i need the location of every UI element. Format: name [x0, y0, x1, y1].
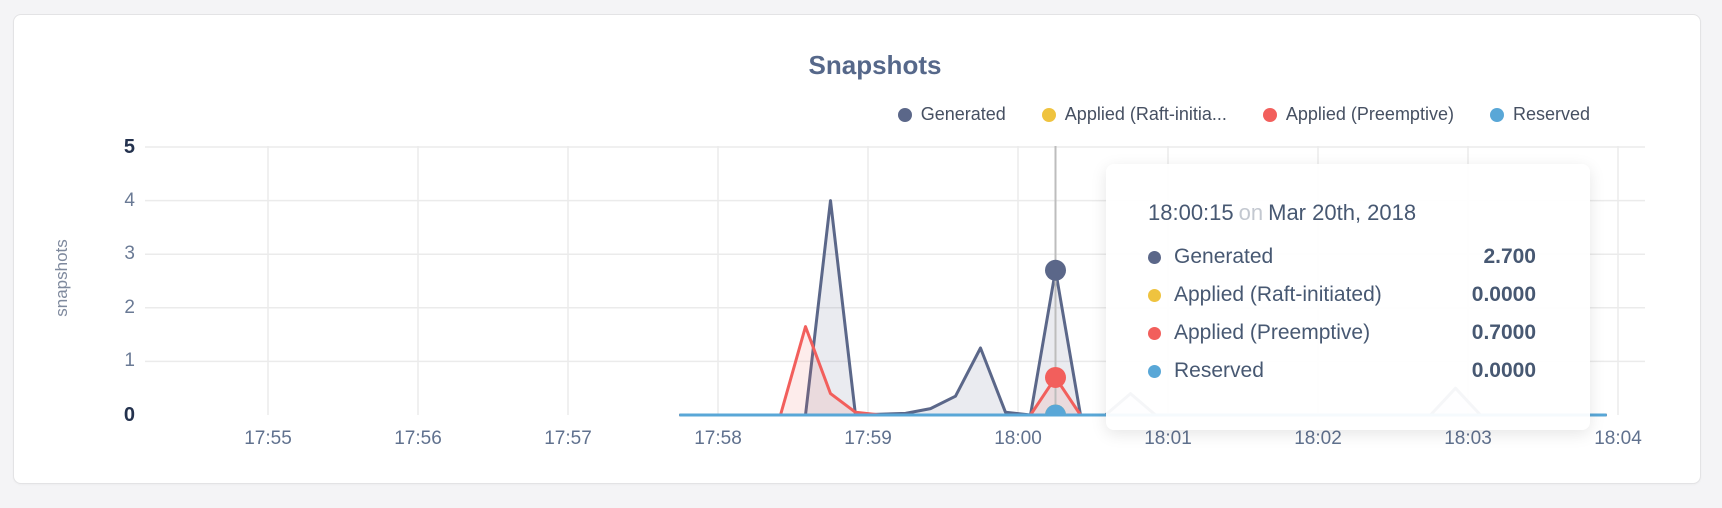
chart-legend: Generated Applied (Raft-initia... Applied …: [897, 104, 1590, 125]
tooltip-series-value: 0.7000: [1471, 321, 1536, 344]
tooltip-rows: Generated 2.700 Applied (Raft-initiated) 0.…: [1148, 238, 1536, 390]
tooltip-dot-generated: [1148, 250, 1161, 264]
x-tick-18-04: 18:04: [1594, 428, 1642, 449]
chart-title: Snapshots: [808, 50, 942, 80]
hover-dots: [1045, 259, 1066, 417]
tooltip-series-label: Generated: [1174, 245, 1274, 268]
hover-dot-reserved: [1045, 404, 1066, 417]
y-tick-3: 3: [124, 243, 135, 265]
legend-item-applied-preemptive: Applied (Preemptive): [1262, 104, 1454, 125]
legend-item-reserved: Reserved: [1489, 104, 1590, 125]
tooltip-series-value: 0.0000: [1471, 283, 1536, 306]
x-tick-17-55: 17:55: [244, 428, 292, 449]
legend-dot-generated: [897, 107, 912, 122]
x-tick-17-56: 17:56: [394, 428, 442, 449]
hover-tooltip: 18:00:15 on Mar 20th, 2018 Generated 2.700 A…: [1106, 164, 1590, 430]
legend-label: Applied (Preemptive): [1285, 104, 1454, 124]
legend-item-applied-raft-initiated: Applied (Raft-initia...: [1041, 104, 1227, 125]
x-tick-18-01: 18:01: [1144, 428, 1192, 449]
x-tick-17-57: 17:57: [544, 428, 592, 449]
tooltip-row-reserved: Reserved 0.0000: [1148, 352, 1536, 390]
tooltip-dot-reserved: [1148, 364, 1161, 378]
y-tick-4: 4: [124, 189, 135, 211]
tooltip-connector: on: [1238, 200, 1264, 225]
tooltip-series-label: Reserved: [1174, 359, 1264, 382]
legend-item-generated: Generated: [897, 104, 1006, 125]
tooltip-series-label: Applied (Preemptive): [1174, 321, 1371, 344]
y-tick-2: 2: [124, 296, 135, 318]
legend-dot-applied-preemptive: [1262, 107, 1277, 122]
tooltip-header: 18:00:15 on Mar 20th, 2018: [1148, 200, 1536, 226]
legend-dot-reserved: [1489, 107, 1504, 122]
tooltip-dot-applied-raft-initiated: [1148, 288, 1161, 302]
legend-label: Generated: [920, 104, 1006, 124]
hover-dot-applied-preemptive: [1045, 366, 1066, 388]
tooltip-series-value: 2.700: [1483, 245, 1536, 268]
x-tick-18-03: 18:03: [1444, 428, 1492, 449]
tooltip-dot-applied-preemptive: [1148, 326, 1161, 340]
x-tick-18-02: 18:02: [1294, 428, 1342, 449]
tooltip-series-label: Applied (Raft-initiated): [1174, 283, 1382, 306]
y-tick-0: 0: [123, 404, 135, 426]
y-tick-5: 5: [123, 136, 135, 158]
tooltip-row-generated: Generated 2.700: [1148, 238, 1536, 276]
x-tick-18-00: 18:00: [994, 428, 1042, 449]
tooltip-row-applied-preemptive: Applied (Preemptive) 0.7000: [1148, 314, 1536, 352]
tooltip-time: 18:00:15: [1148, 200, 1234, 225]
x-tick-17-58: 17:58: [694, 428, 742, 449]
y-tick-1: 1: [124, 350, 135, 372]
legend-label: Applied (Raft-initia...: [1064, 104, 1227, 124]
tooltip-series-value: 0.0000: [1471, 359, 1536, 382]
hover-dot-generated: [1045, 259, 1066, 281]
legend-dot-applied-raft-initiated: [1041, 107, 1056, 122]
x-tick-17-59: 17:59: [844, 428, 892, 449]
legend-label: Reserved: [1512, 104, 1590, 124]
tooltip-row-applied-raft-initiated: Applied (Raft-initiated) 0.0000: [1148, 276, 1536, 314]
tooltip-date: Mar 20th, 2018: [1268, 200, 1417, 225]
